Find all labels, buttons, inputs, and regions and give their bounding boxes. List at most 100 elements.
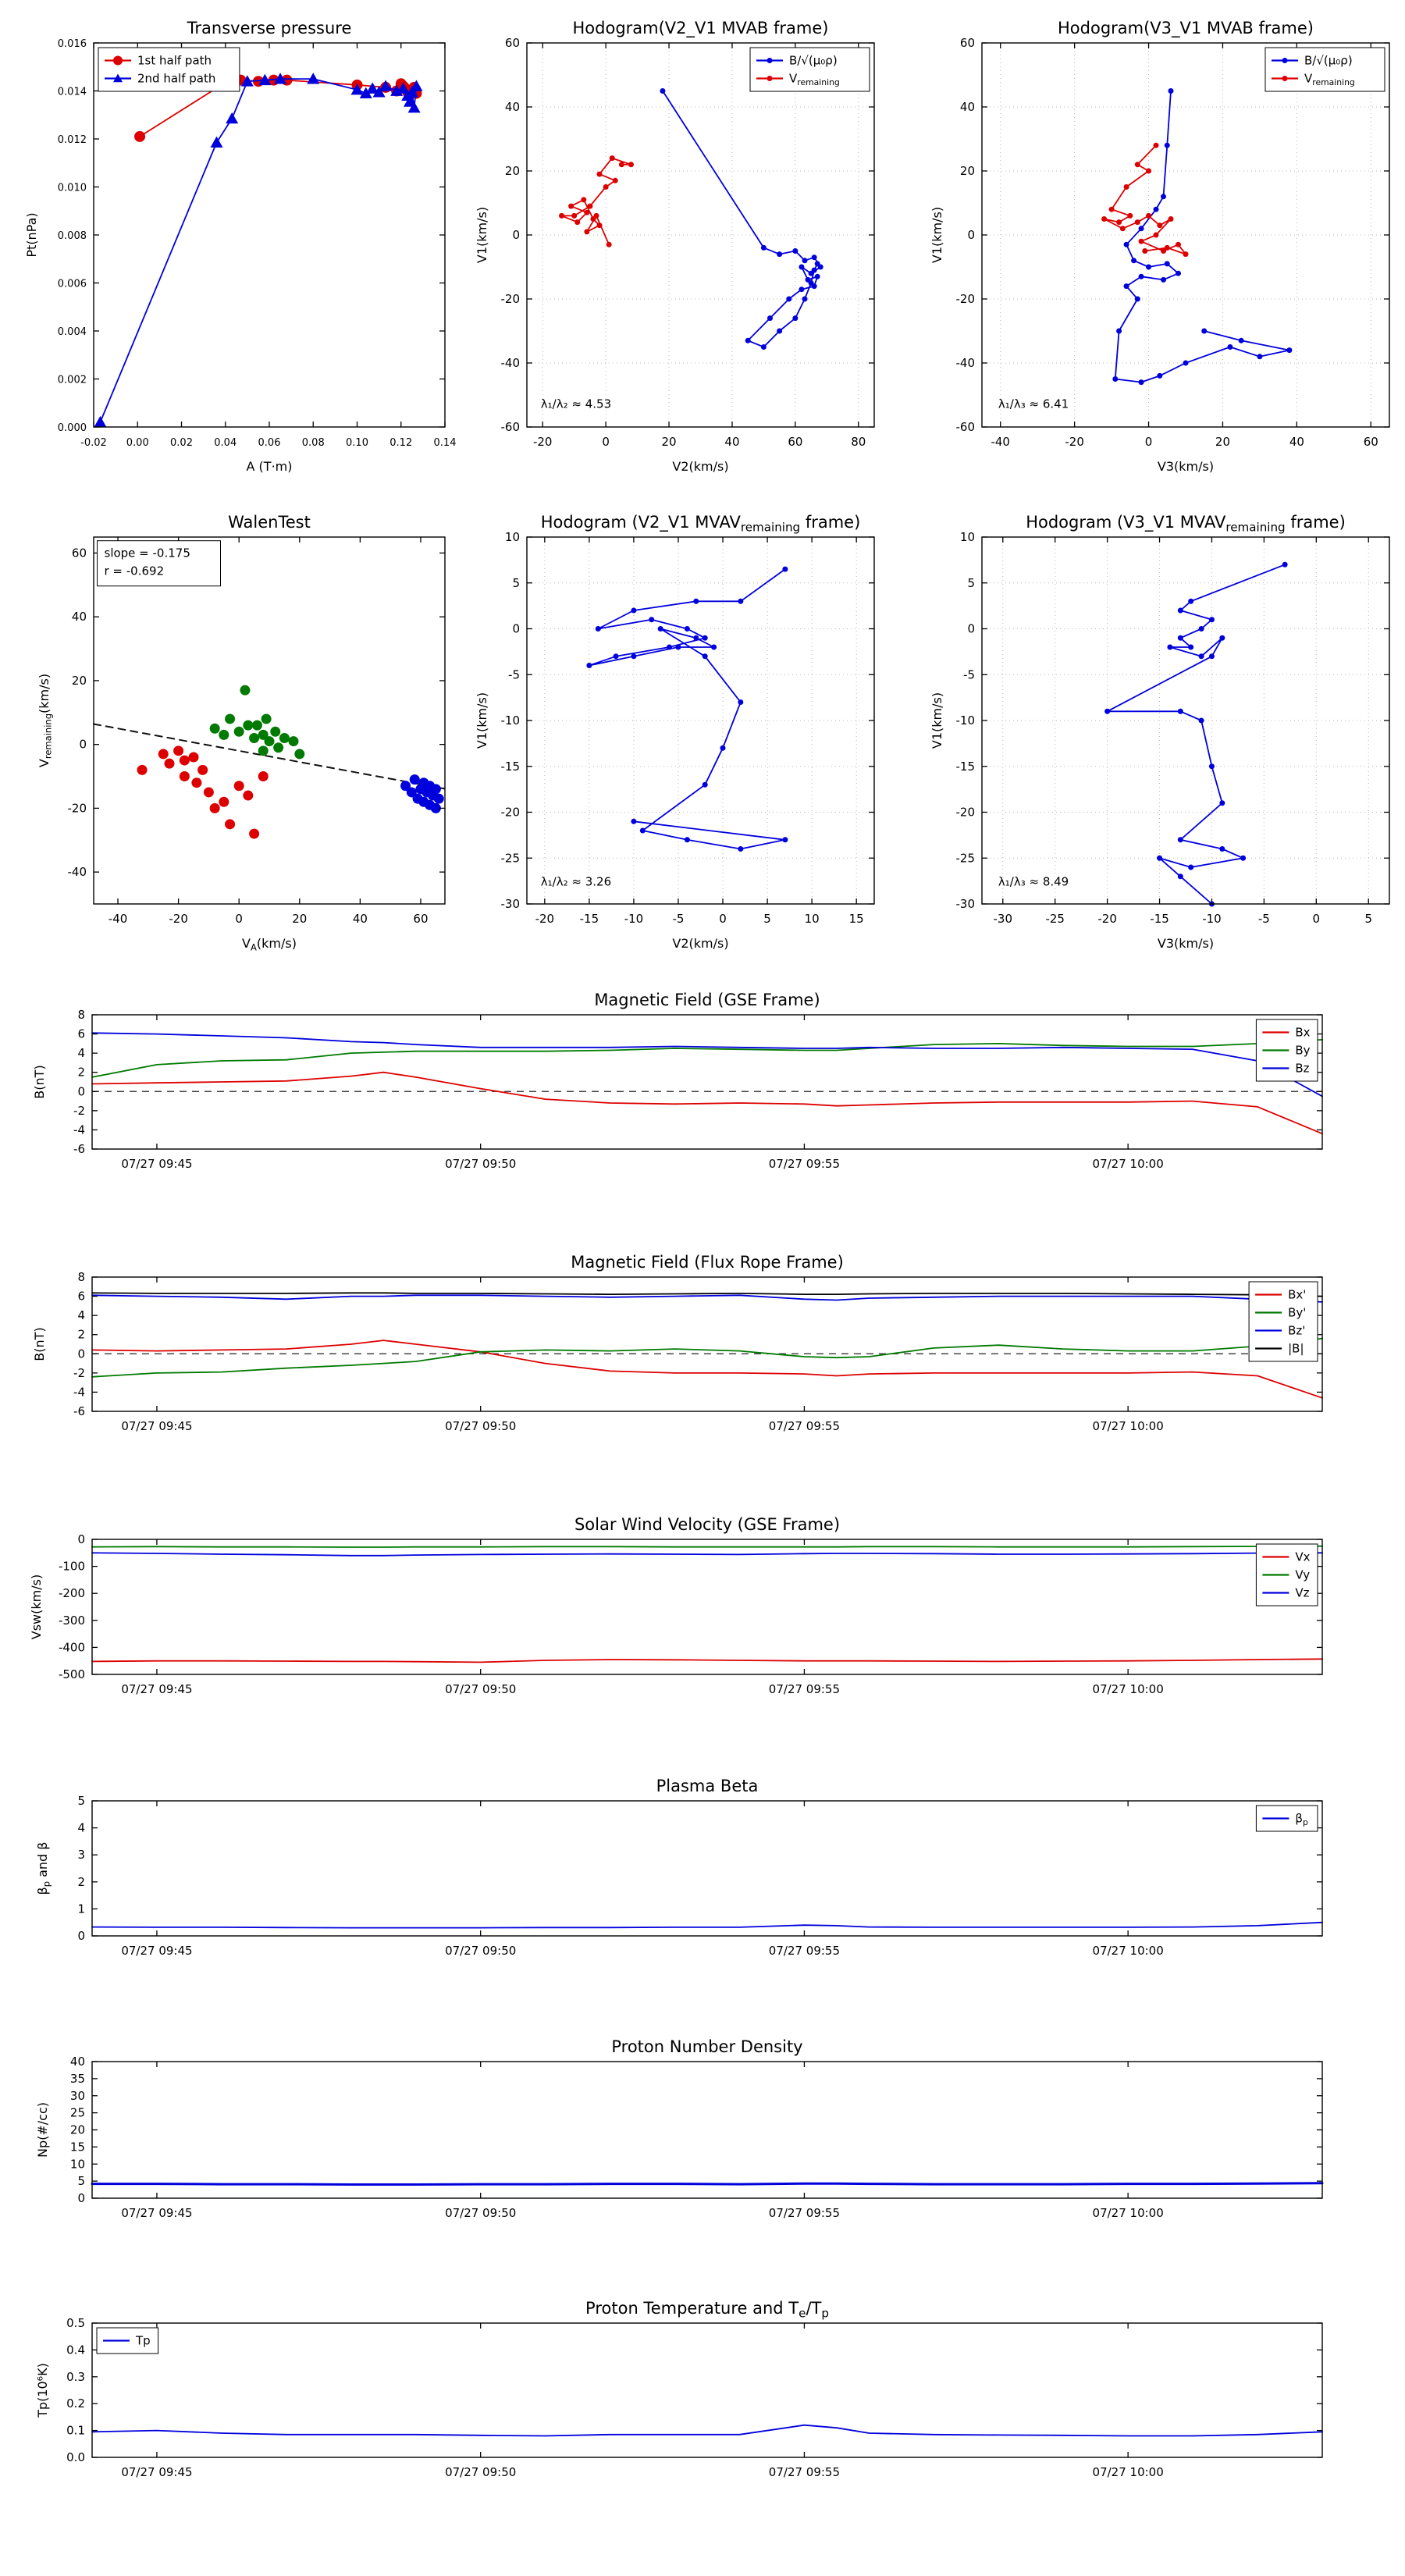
svg-text:0: 0 (77, 2191, 85, 2205)
point-marker (738, 598, 744, 604)
svg-text:40: 40 (724, 435, 739, 449)
point-marker (1183, 251, 1189, 258)
svg-text:-60: -60 (956, 420, 976, 434)
y-axis-label: V1(km/s) (930, 692, 944, 749)
y-axis-label: V1(km/s) (475, 207, 489, 263)
svg-text:-20: -20 (956, 806, 976, 820)
point-marker (702, 635, 708, 641)
point-marker (1227, 344, 1233, 350)
point-marker (1161, 276, 1167, 283)
point-marker (1188, 644, 1194, 650)
point-marker (1208, 653, 1215, 660)
svg-text:07/27 10:00: 07/27 10:00 (1093, 1157, 1164, 1171)
svg-text:-100: -100 (59, 1560, 85, 1574)
svg-text:-6: -6 (73, 1404, 85, 1418)
svg-text:0: 0 (512, 622, 520, 636)
point-marker (1123, 241, 1129, 247)
triangle-marker (410, 80, 423, 91)
chart-title: Hodogram (V3_V1 MVAVremaining frame) (1026, 513, 1346, 535)
svg-text:-20: -20 (1097, 912, 1117, 926)
svg-text:By: By (1295, 1044, 1310, 1058)
point-marker (745, 337, 751, 343)
svg-text:-25: -25 (501, 851, 521, 865)
point-marker (1167, 644, 1173, 650)
triangle-marker (210, 136, 223, 148)
chart-hodogram-v2v1-mvav: -20 -15 -10 -5 0 5 10 15 -30 -25 -20 -15 -10 -5 0 5 10 Ho… (475, 513, 875, 951)
svg-text:0.1: 0.1 (66, 2424, 85, 2438)
svg-text:-5: -5 (508, 667, 520, 681)
annotation: λ₁/λ₂ ≈ 3.26 (541, 875, 611, 889)
svg-text:-25: -25 (1045, 912, 1065, 926)
svg-text:07/27 09:55: 07/27 09:55 (769, 1157, 840, 1171)
svg-text:-40: -40 (956, 356, 976, 370)
point-marker (197, 764, 208, 775)
svg-text:07/27 09:55: 07/27 09:55 (769, 1944, 840, 1958)
svg-text:60: 60 (1364, 435, 1378, 449)
legend: Bx' By' Bz' |B| (1248, 1281, 1318, 1362)
point-marker (767, 58, 773, 63)
svg-text:0.3: 0.3 (66, 2370, 85, 2384)
svg-text:0: 0 (77, 1929, 85, 1943)
svg-text:slope = -0.175: slope = -0.175 (105, 546, 190, 560)
series-line-0 (91, 2182, 1324, 2186)
svg-text:2: 2 (77, 1328, 85, 1342)
point-marker (586, 663, 592, 668)
chart-title: Hodogram(V3_V1 MVAB frame) (1058, 19, 1314, 38)
point-marker (1146, 212, 1152, 219)
svg-text:07/27 09:45: 07/27 09:45 (121, 2206, 192, 2220)
point-marker (777, 251, 783, 258)
svg-text:-10: -10 (956, 713, 976, 728)
point-marker (1164, 142, 1170, 148)
point-marker (249, 732, 260, 743)
legend: Bx By Bz (1255, 1019, 1318, 1082)
svg-text:-20: -20 (956, 292, 976, 306)
svg-text:1st half path: 1st half path (137, 54, 212, 68)
point-marker (618, 162, 624, 168)
legend: 1st half path 2nd half path (98, 47, 240, 92)
annotation: λ₁/λ₃ ≈ 8.49 (998, 875, 1069, 889)
point-marker (1138, 273, 1144, 279)
series-line-B√(μ₀ρ) (1114, 90, 1290, 383)
point-marker (409, 774, 420, 785)
series-line-βp (91, 1921, 1323, 1929)
svg-text:5: 5 (763, 912, 771, 926)
svg-text:-5: -5 (963, 667, 975, 681)
series-line-Bx (91, 1071, 1323, 1135)
point-marker (702, 653, 708, 660)
svg-text:40: 40 (70, 2055, 85, 2069)
svg-text:15: 15 (849, 912, 864, 926)
point-marker (606, 241, 612, 247)
point-marker (802, 258, 808, 264)
point-marker (1161, 248, 1167, 254)
svg-text:0.016: 0.016 (58, 38, 87, 50)
point-marker (1198, 626, 1204, 632)
svg-text:-10: -10 (501, 713, 521, 728)
svg-text:Vx: Vx (1295, 1550, 1310, 1564)
svg-text:-40: -40 (108, 912, 128, 926)
point-marker (1134, 296, 1140, 302)
point-marker (1198, 653, 1204, 660)
svg-text:-400: -400 (59, 1640, 85, 1654)
svg-text:-5: -5 (672, 912, 684, 926)
point-marker (433, 793, 444, 804)
svg-text:0.12: 0.12 (389, 437, 412, 449)
svg-text:15: 15 (70, 2140, 85, 2154)
point-marker (430, 802, 441, 813)
triangle-marker (379, 80, 393, 91)
svg-text:07/27 10:00: 07/27 10:00 (1093, 1419, 1164, 1433)
y-axis-label: Vsw(km/s) (29, 1574, 44, 1639)
point-marker (1138, 226, 1144, 232)
y-axis-label: V1(km/s) (930, 207, 944, 263)
point-marker (720, 745, 726, 751)
svg-text:40: 40 (960, 100, 975, 114)
point-marker (1157, 222, 1163, 229)
point-marker (1238, 337, 1244, 343)
svg-text:60: 60 (72, 546, 87, 560)
x-axis-label: A (T·m) (247, 459, 293, 474)
axes-frame (91, 1014, 1323, 1150)
series-line-Bz (91, 1032, 1323, 1098)
point-marker (1282, 76, 1288, 81)
svg-text:5: 5 (1364, 912, 1372, 926)
svg-text:07/27 10:00: 07/27 10:00 (1093, 1682, 1164, 1696)
svg-text:1: 1 (77, 1902, 85, 1916)
